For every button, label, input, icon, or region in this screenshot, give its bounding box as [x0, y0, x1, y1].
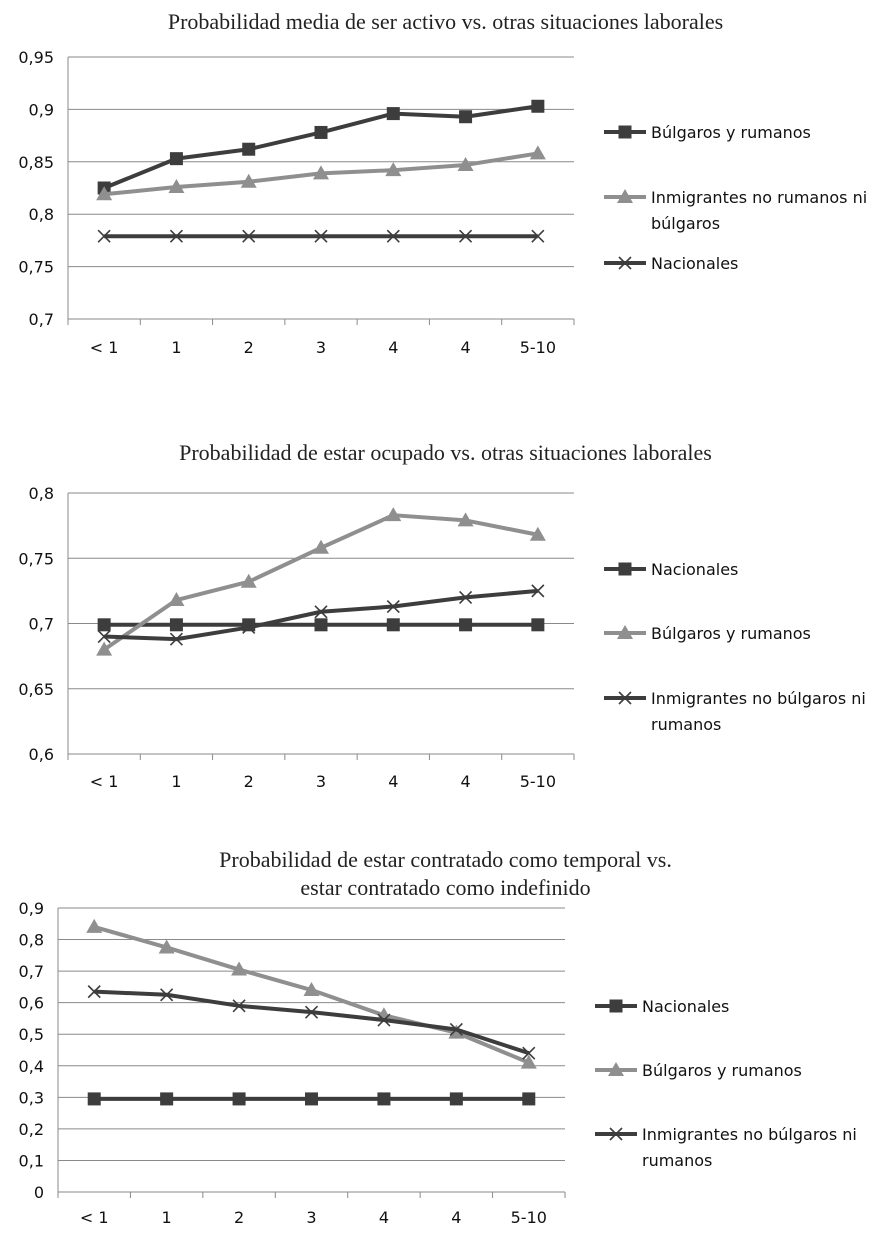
- data-point: [315, 126, 328, 139]
- y-tick-label: 0,7: [29, 615, 54, 634]
- legend-label: Nacionales: [651, 560, 738, 579]
- legend-label: Nacionales: [642, 997, 729, 1016]
- legend-label: Búlgaros y rumanos: [651, 123, 811, 142]
- chart-activo: Probabilidad media de ser activo vs. otr…: [0, 0, 891, 380]
- x-tick-label: 5-10: [520, 338, 556, 357]
- y-tick-label: 0,2: [19, 1120, 44, 1139]
- y-tick-label: 0,5: [19, 1025, 44, 1044]
- data-point: [531, 100, 544, 113]
- x-tick-label: < 1: [90, 338, 119, 357]
- y-tick-label: 0: [34, 1183, 44, 1202]
- legend-label: Inmigrantes no rumanos ni: [651, 188, 867, 207]
- y-tick-label: 0,8: [29, 205, 54, 224]
- x-tick-label: 4: [379, 1208, 389, 1227]
- data-point: [160, 1092, 173, 1105]
- x-tick-label: < 1: [80, 1208, 109, 1227]
- y-tick-label: 0,8: [19, 931, 44, 950]
- legend-marker: [610, 1000, 623, 1013]
- data-point: [450, 1092, 463, 1105]
- series-line-3: [94, 992, 529, 1054]
- legend-label: Inmigrantes no búlgaros ni: [651, 689, 866, 708]
- legend-label: rumanos: [651, 715, 721, 734]
- data-point: [242, 143, 255, 156]
- x-tick-label: 4: [388, 772, 398, 791]
- data-point: [315, 618, 328, 631]
- data-point: [88, 1092, 101, 1105]
- chart-ocupado: Probabilidad de estar ocupado vs. otras …: [0, 425, 891, 815]
- x-tick-label: 4: [388, 338, 398, 357]
- data-point: [98, 618, 111, 631]
- data-point: [522, 1092, 535, 1105]
- y-tick-label: 0,1: [19, 1151, 44, 1170]
- x-tick-label: 2: [234, 1208, 244, 1227]
- legend-label: Búlgaros y rumanos: [651, 624, 811, 643]
- data-point: [170, 618, 183, 631]
- legend-label: búlgaros: [651, 214, 720, 233]
- x-tick-label: 3: [316, 772, 326, 791]
- data-point: [170, 152, 183, 165]
- data-point: [387, 618, 400, 631]
- data-point: [531, 618, 544, 631]
- data-point: [387, 107, 400, 120]
- x-tick-label: 3: [316, 338, 326, 357]
- legend-marker: [619, 563, 632, 576]
- x-tick-label: 1: [162, 1208, 172, 1227]
- y-tick-label: 0,9: [19, 899, 44, 918]
- y-tick-label: 0,6: [19, 994, 44, 1013]
- x-tick-label: 3: [306, 1208, 316, 1227]
- x-tick-label: 4: [451, 1208, 461, 1227]
- chart-temporal: Probabilidad de estar contratado como te…: [0, 838, 891, 1235]
- data-point: [305, 1092, 318, 1105]
- y-tick-label: 0,4: [19, 1057, 44, 1076]
- line-chart: 0,8 0,75 0,7 0,65 0,6 < 1 1 2 3 4 4 5-10 Nacionales B…: [0, 425, 891, 815]
- legend-label: rumanos: [642, 1151, 712, 1170]
- x-tick-label: 5-10: [511, 1208, 547, 1227]
- x-tick-label: 4: [460, 772, 470, 791]
- y-tick-label: 0,95: [18, 48, 54, 67]
- y-tick-label: 0,3: [19, 1088, 44, 1107]
- legend-marker: [619, 126, 632, 139]
- y-tick-label: 0,65: [18, 680, 54, 699]
- x-tick-label: 2: [244, 338, 254, 357]
- line-chart: 0,9 0,8 0,7 0,6 0,5 0,4 0,3 0,2 0,1 0 < 1 1 2 3 4 4 5-10…: [0, 838, 891, 1235]
- x-tick-label: 2: [244, 772, 254, 791]
- y-tick-label: 0,85: [18, 153, 54, 172]
- legend-label: Búlgaros y rumanos: [642, 1061, 802, 1080]
- y-tick-label: 0,75: [18, 258, 54, 277]
- x-tick-label: 5-10: [520, 772, 556, 791]
- y-tick-label: 0,75: [18, 549, 54, 568]
- y-tick-label: 0,7: [19, 962, 44, 981]
- series-line-3: [104, 591, 538, 639]
- y-tick-label: 0,6: [29, 745, 54, 764]
- x-tick-label: 4: [460, 338, 470, 357]
- data-point: [377, 1092, 390, 1105]
- data-point: [459, 110, 472, 123]
- data-point: [86, 919, 102, 933]
- x-tick-label: < 1: [90, 772, 119, 791]
- y-tick-label: 0,7: [29, 310, 54, 329]
- x-tick-label: 1: [171, 338, 181, 357]
- x-tick-label: 1: [171, 772, 181, 791]
- y-tick-label: 0,8: [29, 484, 54, 503]
- legend-label: Nacionales: [651, 254, 738, 273]
- data-point: [233, 1092, 246, 1105]
- line-chart: 0,95 0,9 0,85 0,8 0,75 0,7 < 1 1 2 3 4 4 5-10 Búlgaro…: [0, 0, 891, 380]
- data-point: [459, 618, 472, 631]
- y-tick-label: 0,9: [29, 100, 54, 119]
- legend-label: Inmigrantes no búlgaros ni: [642, 1125, 857, 1144]
